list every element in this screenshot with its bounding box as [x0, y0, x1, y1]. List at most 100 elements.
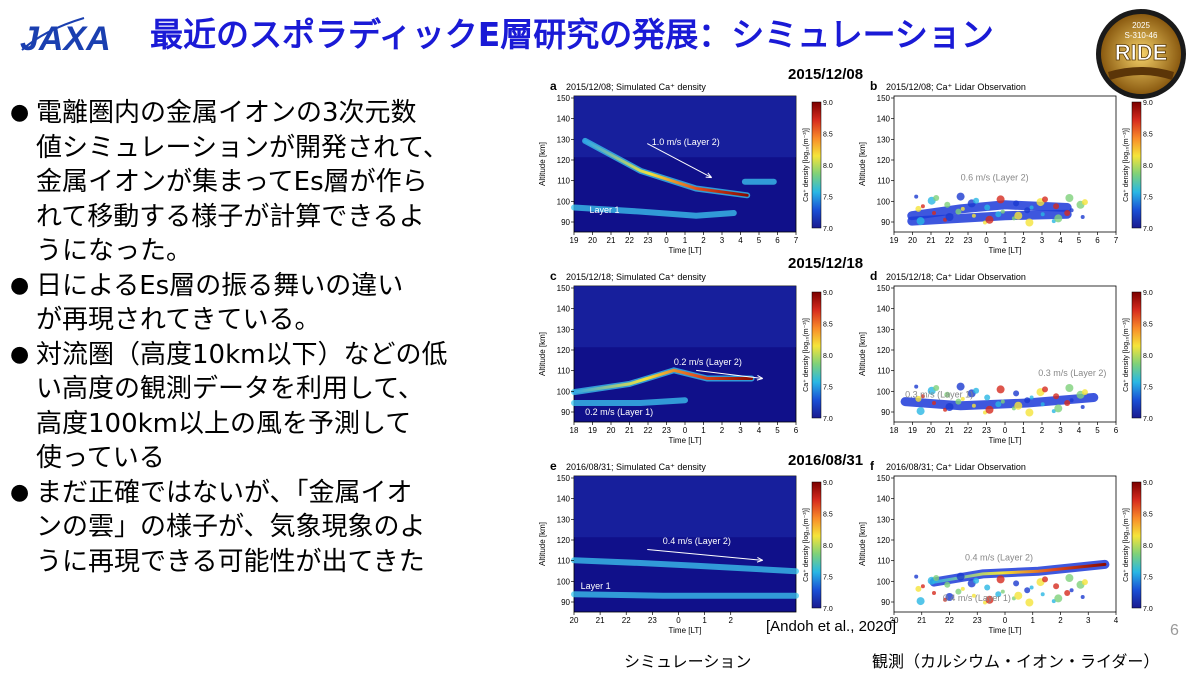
density-layer	[571, 204, 737, 219]
lidar-speckle	[1069, 398, 1074, 403]
lidar-speckle	[971, 213, 976, 218]
lidar-speckle	[960, 586, 965, 591]
lidar-speckle	[971, 593, 976, 598]
y-tick-label: 100	[877, 197, 891, 206]
jaxa-logo-text: JAXA	[20, 20, 111, 58]
y-tick-label: 120	[557, 346, 571, 355]
lidar-speckle	[995, 401, 1002, 408]
date-label-3: 2016/08/31	[788, 452, 864, 469]
y-tick-label: 140	[877, 115, 891, 124]
lidar-speckle	[1081, 199, 1088, 206]
y-tick-label: 120	[877, 536, 891, 545]
colorbar-label: Ca⁺ density [log₁₀(m⁻³)]	[803, 318, 810, 392]
x-tick-label: 20	[927, 426, 936, 435]
x-tick-label: 22	[625, 236, 634, 245]
y-tick-label: 140	[557, 305, 571, 314]
lidar-speckle	[1064, 210, 1071, 216]
motion-arrow	[647, 143, 712, 179]
y-tick-label: 150	[557, 474, 571, 483]
lidar-speckle	[920, 584, 925, 589]
lidar-speckle	[955, 398, 962, 405]
bullet-item: ● 対流圏（高度10km以下）などの低 い高度の観測データを利用して、 高度10…	[10, 338, 530, 476]
lidar-speckle	[1040, 402, 1045, 407]
badge-code: S-310-46	[1125, 31, 1158, 40]
colorbar-tick-label: 8.0	[823, 163, 833, 170]
x-tick-label: 4	[1058, 236, 1063, 245]
lidar-speckle	[1065, 194, 1074, 202]
citation: [Andoh et al., 2020]	[766, 618, 897, 635]
x-tick-label: 5	[1095, 426, 1100, 435]
lidar-speckle	[945, 213, 954, 221]
colorbar-tick-label: 8.0	[1143, 543, 1153, 550]
density-layer	[907, 200, 1072, 221]
y-tick-label: 100	[557, 197, 571, 206]
x-tick-label: 4	[738, 236, 743, 245]
panel-title: 2015/12/18; Simulated Ca⁺ density	[566, 272, 706, 282]
y-axis-label: Altitude [km]	[538, 142, 547, 186]
lidar-speckle	[1081, 579, 1088, 586]
bullet-item: ● 日によるEs層の振る舞いの違い が再現されてきている。	[10, 269, 530, 338]
motion-arrow-head	[756, 557, 763, 563]
x-tick-label: 22	[945, 236, 954, 245]
lidar-speckle	[1024, 397, 1031, 404]
bullet-text: 日によるEs層の振る舞いの違い が再現されてきている。	[36, 270, 404, 336]
layer-annotation: Layer 1	[590, 205, 620, 215]
x-tick-label: 0	[683, 426, 688, 435]
colorbar-tick-label: 8.5	[1143, 132, 1153, 139]
lidar-speckle	[915, 585, 922, 592]
colorbar-tick-label: 8.5	[1143, 322, 1153, 329]
y-tick-label: 110	[877, 557, 890, 566]
colorbar-label: Ca⁺ density [log₁₀(m⁻³)]	[1123, 508, 1130, 582]
x-tick-label: 19	[908, 426, 917, 435]
panel-f: 0.4 m/s (Layer 2) 0.4 m/s (Layer 1) f 2016/…	[858, 459, 1153, 635]
plot-area	[893, 475, 1117, 613]
colorbar-tick-label: 9.0	[1143, 290, 1153, 297]
y-tick-label: 150	[877, 94, 891, 103]
panel-letter: a	[550, 79, 557, 93]
lidar-speckle	[973, 387, 980, 394]
colorbar-tick-label: 7.5	[823, 385, 833, 392]
lidar-speckle	[933, 385, 940, 391]
lidar-speckle	[996, 575, 1005, 584]
lidar-speckle	[955, 588, 962, 595]
density-layer	[571, 591, 799, 599]
colorbar-label: Ca⁺ density [log₁₀(m⁻³)]	[803, 128, 810, 202]
lidar-speckle	[1025, 598, 1034, 607]
x-tick-label: 19	[890, 236, 899, 245]
lidar-speckle	[1064, 590, 1071, 596]
x-tick-label: 3	[1086, 616, 1091, 625]
x-tick-label: 6	[794, 426, 799, 435]
lidar-speckle	[1014, 401, 1023, 410]
panel-title: 2016/08/31; Simulated Ca⁺ density	[566, 462, 706, 472]
layer-annotation: 0.3 m/s (Layer 2)	[1038, 368, 1106, 378]
panel-a: 1.0 m/s (Layer 2) Layer 1 a 2015/12/08; Sim…	[538, 79, 833, 255]
x-tick-label: 23	[973, 616, 982, 625]
lidar-speckle	[945, 593, 954, 601]
x-axis-label: Time [LT]	[669, 246, 702, 255]
density-layer-core	[583, 139, 749, 197]
lidar-speckle	[916, 597, 925, 606]
y-tick-label: 90	[561, 598, 570, 607]
x-tick-label: 6	[1095, 236, 1100, 245]
lidar-speckle	[985, 215, 994, 224]
lidar-speckle	[1069, 208, 1074, 213]
y-tick-label: 150	[877, 474, 891, 483]
panel-e: 0.4 m/s (Layer 2) Layer 1 e 2016/08/31; Sim…	[538, 459, 833, 635]
x-tick-label: 0	[984, 236, 989, 245]
lidar-speckle	[1064, 400, 1071, 406]
colorbar-label: Ca⁺ density [log₁₀(m⁻³)]	[1123, 128, 1130, 202]
x-tick-label: 21	[607, 236, 616, 245]
lidar-speckle	[916, 407, 925, 416]
colorbar-tick-label: 8.0	[1143, 353, 1153, 360]
y-axis-label: Altitude [km]	[858, 522, 867, 566]
y-tick-label: 120	[557, 156, 571, 165]
y-tick-label: 110	[557, 367, 570, 376]
colorbar-tick-label: 8.0	[823, 353, 833, 360]
lidar-speckle	[916, 217, 925, 226]
lidar-speckle	[1029, 395, 1034, 400]
lidar-speckle	[985, 595, 994, 604]
colorbar-tick-label: 9.0	[823, 290, 833, 297]
bullet-dot-icon: ●	[10, 100, 30, 125]
lidar-speckle	[1042, 196, 1048, 203]
y-axis-label: Altitude [km]	[538, 332, 547, 376]
